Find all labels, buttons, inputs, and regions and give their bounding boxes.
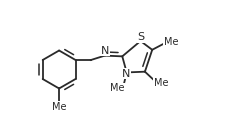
Text: N: N (122, 69, 130, 79)
Text: S: S (138, 32, 145, 42)
Text: N: N (101, 45, 109, 55)
Text: Me: Me (52, 102, 67, 112)
Text: Me: Me (110, 84, 124, 94)
Text: Me: Me (164, 37, 178, 47)
Text: Me: Me (154, 78, 168, 88)
